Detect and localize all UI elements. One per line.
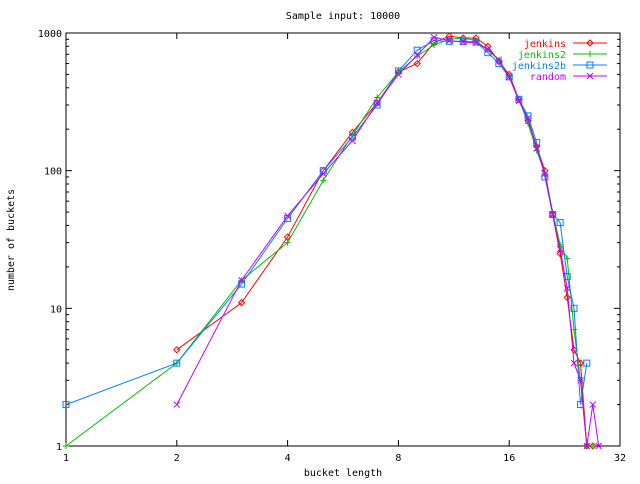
series-line	[65, 40, 588, 406]
point-square	[549, 211, 557, 219]
point-x	[459, 38, 467, 46]
point-x	[533, 145, 541, 152]
point-x	[495, 56, 503, 64]
point-x	[430, 33, 438, 41]
legend-label: jenkins2	[518, 50, 566, 61]
point-x	[583, 442, 591, 450]
point-plus	[431, 41, 438, 48]
series-random	[173, 33, 603, 450]
point-square	[62, 401, 70, 409]
y-tick-label: 10	[50, 304, 62, 315]
point-plus	[589, 443, 596, 449]
point-plus	[374, 94, 381, 101]
x-tick-label: 2	[174, 453, 180, 464]
y-tick-label: 1000	[38, 29, 62, 40]
series-line	[176, 35, 593, 447]
point-square	[373, 101, 381, 109]
point-square	[586, 61, 594, 69]
point-x	[556, 245, 564, 253]
point-diamond	[413, 59, 421, 68]
point-x	[577, 376, 584, 384]
point-square	[413, 46, 421, 54]
legend-label: random	[530, 72, 566, 83]
point-x	[589, 401, 597, 408]
point-diamond	[237, 298, 246, 307]
point-x	[173, 401, 181, 408]
series-line	[65, 37, 593, 447]
y-axis-label: number of buckets	[6, 189, 17, 291]
x-axis-label: bucket length	[304, 468, 382, 479]
point-x	[349, 137, 356, 145]
point-x	[541, 170, 549, 178]
point-x	[413, 51, 421, 59]
series-jenkins2b	[62, 37, 591, 409]
point-x	[484, 46, 492, 53]
x-tick-label: 16	[503, 453, 515, 464]
x-tick-label: 4	[285, 453, 291, 464]
point-x	[595, 442, 603, 450]
point-x	[549, 211, 557, 218]
series-line	[176, 36, 600, 447]
plot-frame	[65, 32, 621, 447]
point-x	[505, 73, 513, 81]
point-square	[173, 359, 181, 367]
point-x	[445, 37, 453, 44]
point-square	[556, 219, 564, 227]
point-x	[395, 71, 402, 78]
point-diamond	[563, 293, 571, 302]
series-jenkins	[173, 32, 597, 450]
y-tick-label: 100	[44, 167, 62, 178]
point-x	[563, 284, 571, 292]
point-x	[472, 39, 480, 47]
point-x	[524, 114, 532, 122]
point-diamond	[556, 249, 564, 258]
legend-label: jenkins2b	[512, 61, 566, 72]
x-tick-label: 1	[63, 453, 69, 464]
point-x	[570, 359, 578, 367]
point-diamond	[173, 346, 181, 354]
point-plus	[571, 326, 578, 333]
point-square	[505, 73, 513, 81]
point-plus	[320, 177, 327, 184]
point-diamond	[589, 442, 597, 450]
point-square	[577, 401, 585, 409]
point-plus	[414, 53, 421, 60]
point-x	[319, 170, 327, 178]
point-x	[284, 212, 291, 220]
point-plus	[63, 443, 69, 449]
point-square	[563, 273, 571, 281]
point-square	[515, 95, 523, 103]
point-x	[373, 99, 381, 107]
point-square	[570, 304, 578, 312]
point-x	[515, 97, 523, 105]
point-x	[238, 276, 245, 284]
point-square	[472, 38, 480, 46]
point-square	[583, 359, 591, 367]
y-tick-label: 1	[56, 442, 62, 453]
x-tick-label: 8	[395, 453, 401, 464]
x-tick-label: 32	[614, 453, 626, 464]
point-square	[533, 139, 541, 147]
chart-title: Sample input: 10000	[286, 11, 400, 22]
point-plus	[587, 51, 593, 57]
point-diamond	[586, 39, 594, 47]
point-x	[586, 72, 594, 80]
point-plus	[284, 239, 291, 246]
legend-label: jenkins	[524, 39, 566, 50]
